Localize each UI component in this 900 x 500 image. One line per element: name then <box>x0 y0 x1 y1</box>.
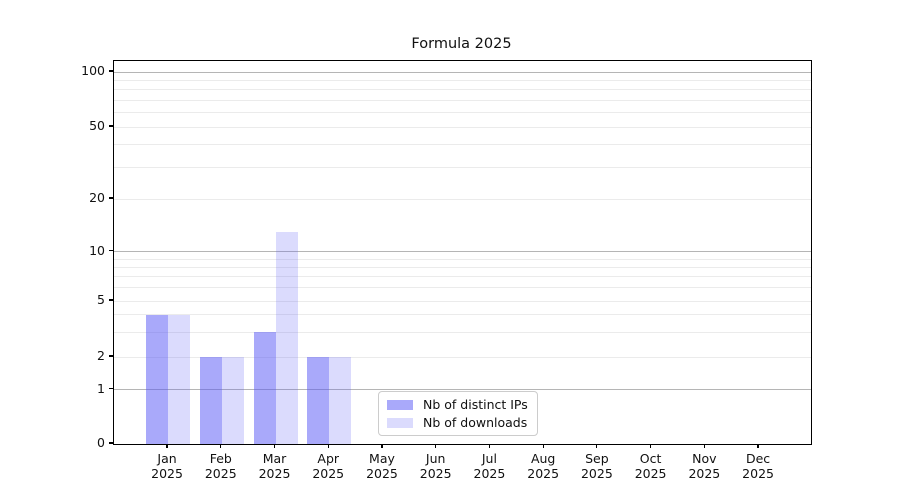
y-tick-mark <box>109 299 113 301</box>
minor-gridline <box>114 266 811 268</box>
x-tick-mark <box>757 444 759 448</box>
y-tick-mark <box>109 125 113 127</box>
minor-gridline <box>114 89 811 91</box>
x-tick-label: Aug 2025 <box>527 451 560 481</box>
chart-title: Formula 2025 <box>411 36 512 52</box>
x-tick-mark <box>273 444 276 448</box>
x-tick-label: Jun 2025 <box>419 451 452 481</box>
x-tick-label: Dec 2025 <box>742 451 774 481</box>
y-tick-label: 5 <box>97 292 105 307</box>
x-tick-mark <box>220 444 222 448</box>
minor-gridline <box>114 99 811 101</box>
major-gridline <box>114 251 811 252</box>
y-tick-label: 2 <box>97 348 105 363</box>
y-tick-label: 10 <box>89 242 105 258</box>
y-tick-mark <box>109 442 113 444</box>
x-tick-mark <box>542 444 544 448</box>
y-tick-label: 20 <box>89 190 105 205</box>
x-tick-mark <box>650 444 652 448</box>
major-gridline <box>114 389 811 390</box>
minor-gridline <box>114 79 811 81</box>
x-tick-label: Nov 2025 <box>688 451 721 481</box>
bar-distinct-ips <box>307 357 330 444</box>
minor-gridline <box>114 198 811 200</box>
minor-gridline <box>114 287 811 289</box>
y-tick-label: 50 <box>89 118 105 133</box>
x-tick-label: Apr 2025 <box>312 451 345 481</box>
y-tick-label: 100 <box>81 63 105 78</box>
bar-downloads <box>275 231 298 444</box>
legend-label: Nb of distinct IPs <box>423 397 528 412</box>
minor-gridline <box>114 356 811 358</box>
y-tick-mark <box>109 249 113 252</box>
x-tick-label: Jul 2025 <box>473 451 506 481</box>
minor-gridline <box>114 126 811 128</box>
major-gridline <box>114 71 811 73</box>
x-tick-label: Oct 2025 <box>634 451 667 481</box>
x-tick-mark <box>435 444 437 448</box>
bar-distinct-ips <box>199 357 222 444</box>
legend-item-distinct-ips: Nb of distinct IPs <box>387 397 528 412</box>
bar-downloads <box>168 314 191 444</box>
y-tick-label: 0 <box>97 435 105 450</box>
x-tick-label: May 2025 <box>366 451 398 481</box>
x-tick-mark <box>381 444 383 448</box>
y-tick-mark <box>109 70 113 72</box>
minor-gridline <box>114 258 811 260</box>
x-tick-mark <box>703 444 705 448</box>
x-tick-mark <box>166 444 168 448</box>
bar-downloads <box>329 357 352 444</box>
legend-label: Nb of downloads <box>423 415 528 430</box>
x-tick-label: Sep 2025 <box>580 451 613 481</box>
distinct-ips-swatch <box>387 399 413 410</box>
x-tick-mark <box>596 444 598 448</box>
plot-area <box>113 60 812 445</box>
x-tick-label: Feb 2025 <box>204 451 237 481</box>
minor-gridline <box>114 276 811 278</box>
bar-downloads <box>221 357 244 444</box>
x-tick-mark <box>488 444 491 448</box>
legend-item-downloads: Nb of downloads <box>387 415 528 430</box>
bar-distinct-ips <box>146 314 169 444</box>
minor-gridline <box>114 314 811 316</box>
y-tick-mark <box>109 355 113 357</box>
downloads-swatch <box>387 417 413 428</box>
minor-gridline <box>114 144 811 146</box>
legend: Nb of distinct IPs Nb of downloads <box>378 391 538 436</box>
y-tick-label: 1 <box>97 380 105 396</box>
x-tick-label: Jan 2025 <box>151 451 183 481</box>
minor-gridline <box>114 331 811 333</box>
minor-gridline <box>114 300 811 302</box>
bar-distinct-ips <box>253 332 276 444</box>
y-tick-mark <box>109 387 113 390</box>
x-tick-mark <box>327 444 329 448</box>
minor-gridline <box>114 166 811 168</box>
minor-gridline <box>114 112 811 114</box>
y-tick-mark <box>109 197 113 199</box>
x-tick-label: Mar 2025 <box>258 451 291 481</box>
